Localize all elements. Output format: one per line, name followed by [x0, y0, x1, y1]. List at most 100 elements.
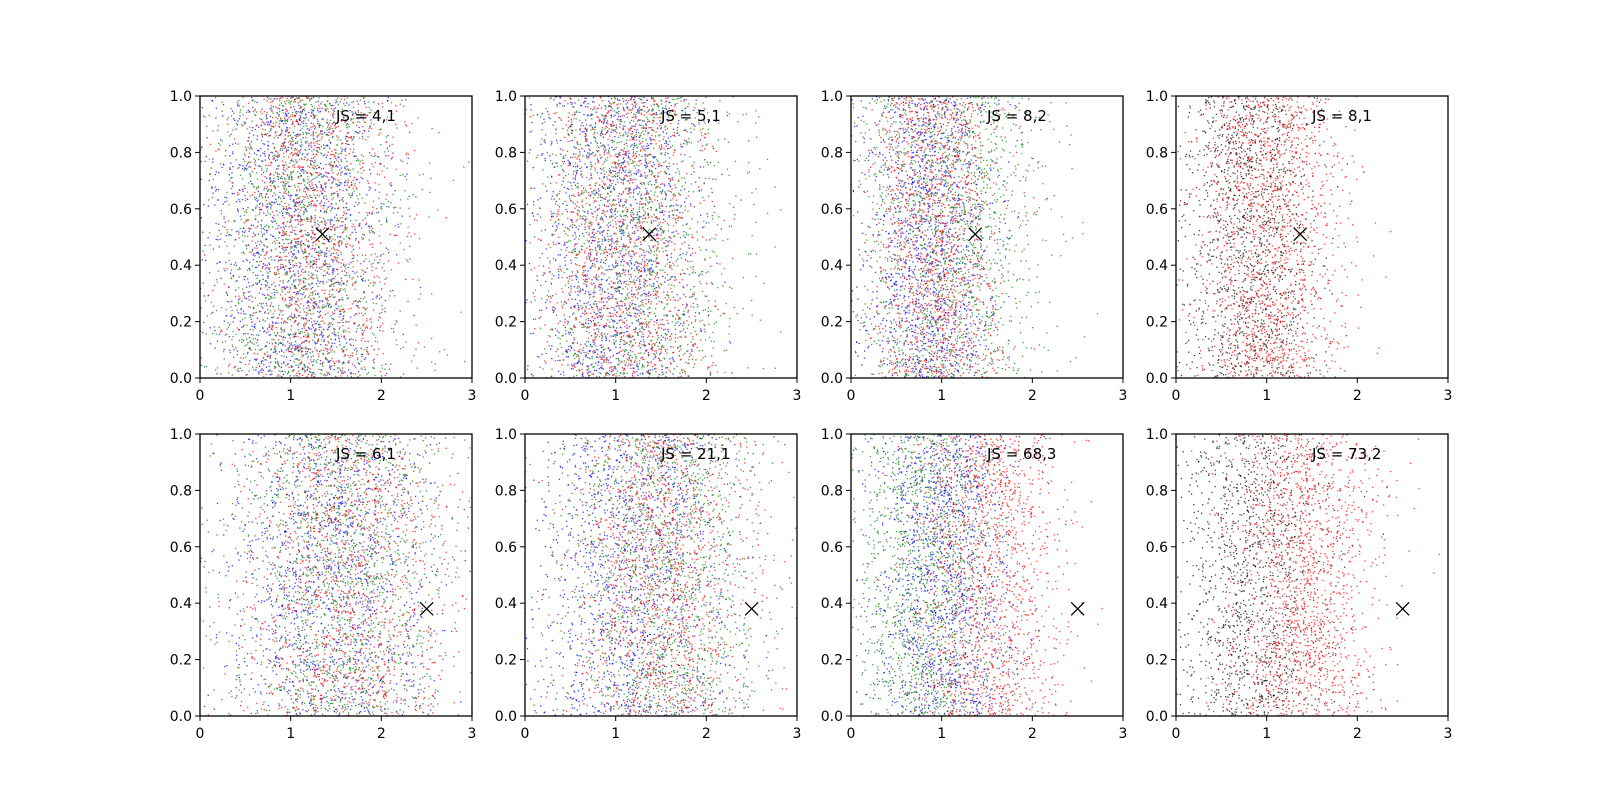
- scatter-point: [340, 370, 342, 372]
- scatter-point: [318, 307, 321, 309]
- scatter-point: [255, 366, 257, 369]
- scatter-point: [290, 220, 292, 222]
- scatter-point: [304, 156, 306, 158]
- scatter-point: [300, 274, 302, 276]
- scatter-point: [265, 133, 267, 136]
- scatter-point: [671, 333, 673, 335]
- scatter-point: [337, 125, 339, 128]
- scatter-point: [253, 352, 256, 355]
- scatter-point: [343, 346, 346, 348]
- scatter-point: [308, 245, 310, 247]
- scatter-point: [235, 347, 237, 349]
- scatter-point: [230, 115, 233, 117]
- scatter-point: [637, 277, 639, 279]
- scatter-point: [319, 216, 321, 218]
- scatter-point: [303, 282, 305, 284]
- scatter-point: [227, 117, 229, 119]
- scatter-point: [282, 336, 285, 338]
- scatter-point: [301, 109, 304, 111]
- scatter-point: [306, 176, 309, 178]
- scatter-point: [233, 367, 235, 369]
- scatter-point: [347, 236, 350, 239]
- scatter-point: [660, 359, 662, 362]
- scatter-point: [405, 341, 407, 343]
- scatter-point: [232, 129, 234, 131]
- scatter-point: [330, 314, 332, 317]
- scatter-point: [249, 269, 251, 271]
- scatter-point: [314, 159, 316, 161]
- scatter-point: [258, 165, 261, 167]
- scatter-point: [395, 110, 398, 112]
- scatter-point: [304, 271, 306, 273]
- scatter-point: [343, 270, 346, 272]
- scatter-point: [572, 153, 575, 155]
- scatter-point: [351, 246, 353, 248]
- scatter-point: [351, 225, 353, 228]
- scatter-point: [385, 372, 388, 375]
- scatter-point: [351, 183, 353, 185]
- scatter-point: [378, 156, 380, 158]
- scatter-point: [299, 124, 301, 126]
- scatter-point: [273, 192, 275, 194]
- scatter-point: [212, 158, 214, 160]
- scatter-point: [338, 299, 340, 301]
- scatter-point: [313, 257, 316, 259]
- scatter-point: [218, 148, 220, 151]
- scatter-point: [595, 249, 597, 251]
- scatter-point: [331, 132, 333, 134]
- scatter-point: [366, 326, 368, 329]
- scatter-point: [248, 347, 250, 350]
- scatter-point: [292, 96, 294, 99]
- scatter-point: [265, 118, 268, 120]
- scatter-point: [317, 358, 319, 361]
- scatter-point: [344, 218, 347, 220]
- scatter-point: [345, 120, 347, 122]
- scatter-point: [286, 183, 288, 185]
- scatter-point: [322, 207, 324, 209]
- scatter-point: [577, 187, 579, 189]
- scatter-point: [281, 232, 284, 234]
- scatter-point: [277, 360, 279, 363]
- scatter-point: [308, 278, 310, 280]
- scatter-point: [555, 334, 557, 337]
- scatter-point: [380, 375, 383, 377]
- scatter-point: [297, 102, 299, 104]
- scatter-point: [287, 347, 289, 350]
- scatter-point: [347, 169, 350, 171]
- scatter-point: [310, 126, 312, 128]
- scatter-point: [236, 191, 239, 194]
- scatter-point: [229, 135, 231, 137]
- scatter-point: [267, 312, 269, 314]
- scatter-point: [284, 146, 287, 149]
- scatter-point: [231, 339, 233, 341]
- scatter-point: [314, 217, 317, 219]
- scatter-point: [269, 361, 272, 363]
- scatter-point: [263, 189, 265, 191]
- scatter-point: [677, 204, 679, 207]
- scatter-point: [617, 273, 619, 275]
- scatter-point: [304, 229, 306, 232]
- scatter-point: [304, 322, 306, 324]
- scatter-point: [297, 243, 299, 245]
- scatter-point: [221, 110, 223, 112]
- scatter-point: [268, 342, 270, 345]
- scatter-point: [322, 353, 325, 355]
- scatter-point: [320, 152, 322, 154]
- scatter-point: [277, 308, 280, 310]
- scatter-point: [258, 244, 261, 246]
- scatter-point: [310, 356, 312, 358]
- scatter-point: [299, 111, 301, 114]
- scatter-point: [263, 212, 265, 214]
- scatter-point: [255, 252, 257, 254]
- scatter-point: [269, 173, 272, 176]
- scatter-point: [255, 358, 257, 361]
- scatter-point: [266, 177, 268, 179]
- scatter-point: [671, 231, 673, 234]
- scatter-point: [301, 327, 303, 330]
- scatter-point: [249, 348, 251, 350]
- scatter-point: [310, 180, 312, 182]
- scatter-point: [202, 321, 205, 324]
- scatter-point: [300, 146, 302, 148]
- scatter-point: [288, 234, 290, 237]
- scatter-point: [232, 336, 234, 338]
